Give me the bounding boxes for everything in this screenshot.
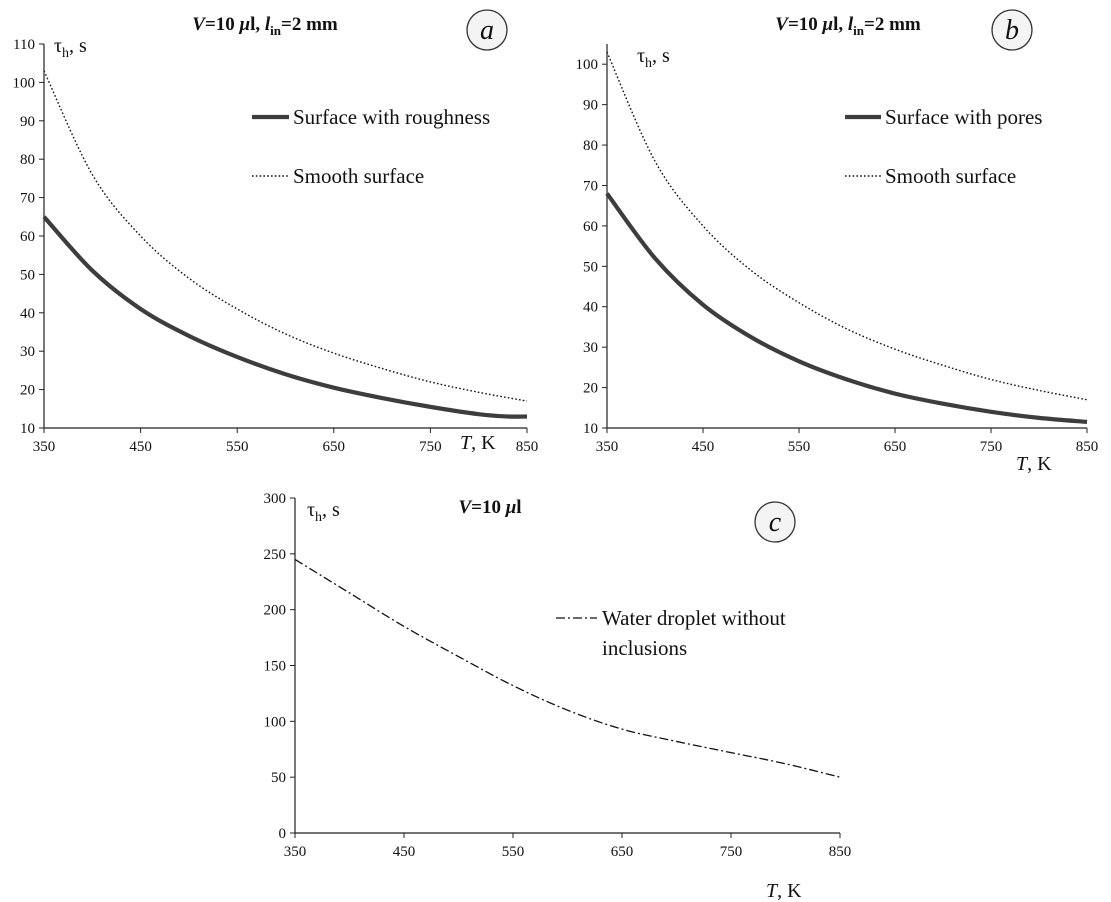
y-tick-label: 300 — [264, 491, 287, 507]
y-tick-label: 100 — [264, 714, 287, 730]
legend-label: Surface with pores — [885, 105, 1042, 129]
x-tick-label: 450 — [393, 844, 416, 860]
y-tick-label: 100 — [13, 75, 36, 91]
chart-panel-c: 0 50 100 150 200 250 300 350 450 550 650 750 850 Wate… — [264, 491, 852, 902]
y-tick-label: 40 — [583, 300, 598, 316]
x-tick-label: 550 — [226, 439, 249, 455]
y-tick-label: 50 — [20, 267, 35, 283]
y-axis-label: τh, s — [307, 499, 340, 525]
panel-label: c — [769, 507, 782, 538]
x-tick-label: 750 — [720, 844, 743, 860]
chart-title: V=10 μl, lin=2 mm — [775, 14, 921, 38]
series-line-dotted — [43, 70, 528, 402]
y-tick-label: 200 — [264, 603, 287, 619]
y-tick-label: 110 — [13, 37, 35, 53]
x-tick-label: 350 — [596, 439, 619, 455]
legend-label: Smooth surface — [293, 164, 424, 188]
y-tick-label: 10 — [583, 421, 598, 437]
legend-label: inclusions — [602, 636, 687, 660]
x-tick-label: 450 — [692, 439, 715, 455]
y-tick-label: 20 — [583, 381, 598, 397]
y-tick-label: 20 — [20, 383, 35, 399]
y-tick-label: 70 — [20, 191, 35, 207]
y-tick-label: 30 — [20, 344, 35, 360]
x-tick-label: 550 — [788, 439, 811, 455]
x-axis-label: T, K — [460, 432, 496, 454]
panel-label-circle — [754, 501, 796, 543]
x-axis-label: T, K — [1016, 453, 1052, 475]
y-axis-label: τh, s — [637, 45, 670, 71]
y-tick-label: 150 — [264, 659, 287, 675]
legend-label: Surface with roughness — [293, 105, 490, 129]
y-tick-label: 30 — [583, 340, 598, 356]
y-tick-label: 60 — [20, 229, 35, 245]
series-line-solid — [42, 215, 528, 419]
y-tick-label: 250 — [264, 547, 287, 563]
panel-label-circle — [991, 9, 1033, 51]
y-tick-label: 100 — [576, 57, 599, 73]
x-tick-label: 450 — [129, 439, 152, 455]
x-tick-label: 850 — [516, 439, 539, 455]
chart-title: V=10 μl — [458, 497, 521, 518]
y-tick-label: 90 — [583, 98, 598, 114]
chart-panel-b: 10 20 30 40 50 60 70 80 90 100 350 450 550 650 750 850 S… — [576, 9, 1099, 475]
x-axis-label: T, K — [766, 880, 802, 902]
chart-panel-a: 10 20 30 40 50 60 70 80 90 100 110 350 450 550 650 750 8… — [13, 9, 539, 455]
x-tick-label: 650 — [323, 439, 346, 455]
x-tick-label: 850 — [829, 844, 852, 860]
x-tick-label: 650 — [884, 439, 907, 455]
series-line-solid — [605, 192, 1088, 425]
panel-label: a — [480, 15, 494, 46]
y-tick-label: 50 — [271, 770, 286, 786]
y-tick-label: 0 — [279, 826, 287, 842]
legend-label: Water droplet without — [602, 606, 786, 630]
x-tick-label: 750 — [980, 439, 1003, 455]
y-tick-label: 50 — [583, 259, 598, 275]
y-tick-label: 60 — [583, 219, 598, 235]
y-tick-label: 90 — [20, 114, 35, 130]
y-tick-label: 10 — [20, 421, 35, 437]
x-tick-label: 350 — [284, 844, 307, 860]
y-tick-label: 80 — [20, 152, 35, 168]
panel-label-circle — [466, 9, 508, 51]
y-tick-label: 40 — [20, 306, 35, 322]
legend-label: Smooth surface — [885, 164, 1016, 188]
y-tick-label: 80 — [583, 138, 598, 154]
series-line-dashdot — [294, 558, 841, 778]
y-tick-label: 70 — [583, 178, 598, 194]
y-axis-label: τh, s — [54, 35, 87, 61]
x-tick-label: 650 — [611, 844, 634, 860]
x-tick-label: 850 — [1076, 439, 1099, 455]
x-tick-label: 350 — [33, 439, 56, 455]
x-tick-label: 550 — [502, 844, 525, 860]
chart-title: V=10 μl, lin=2 mm — [192, 14, 338, 38]
panel-label: b — [1005, 15, 1019, 46]
x-tick-label: 750 — [419, 439, 442, 455]
